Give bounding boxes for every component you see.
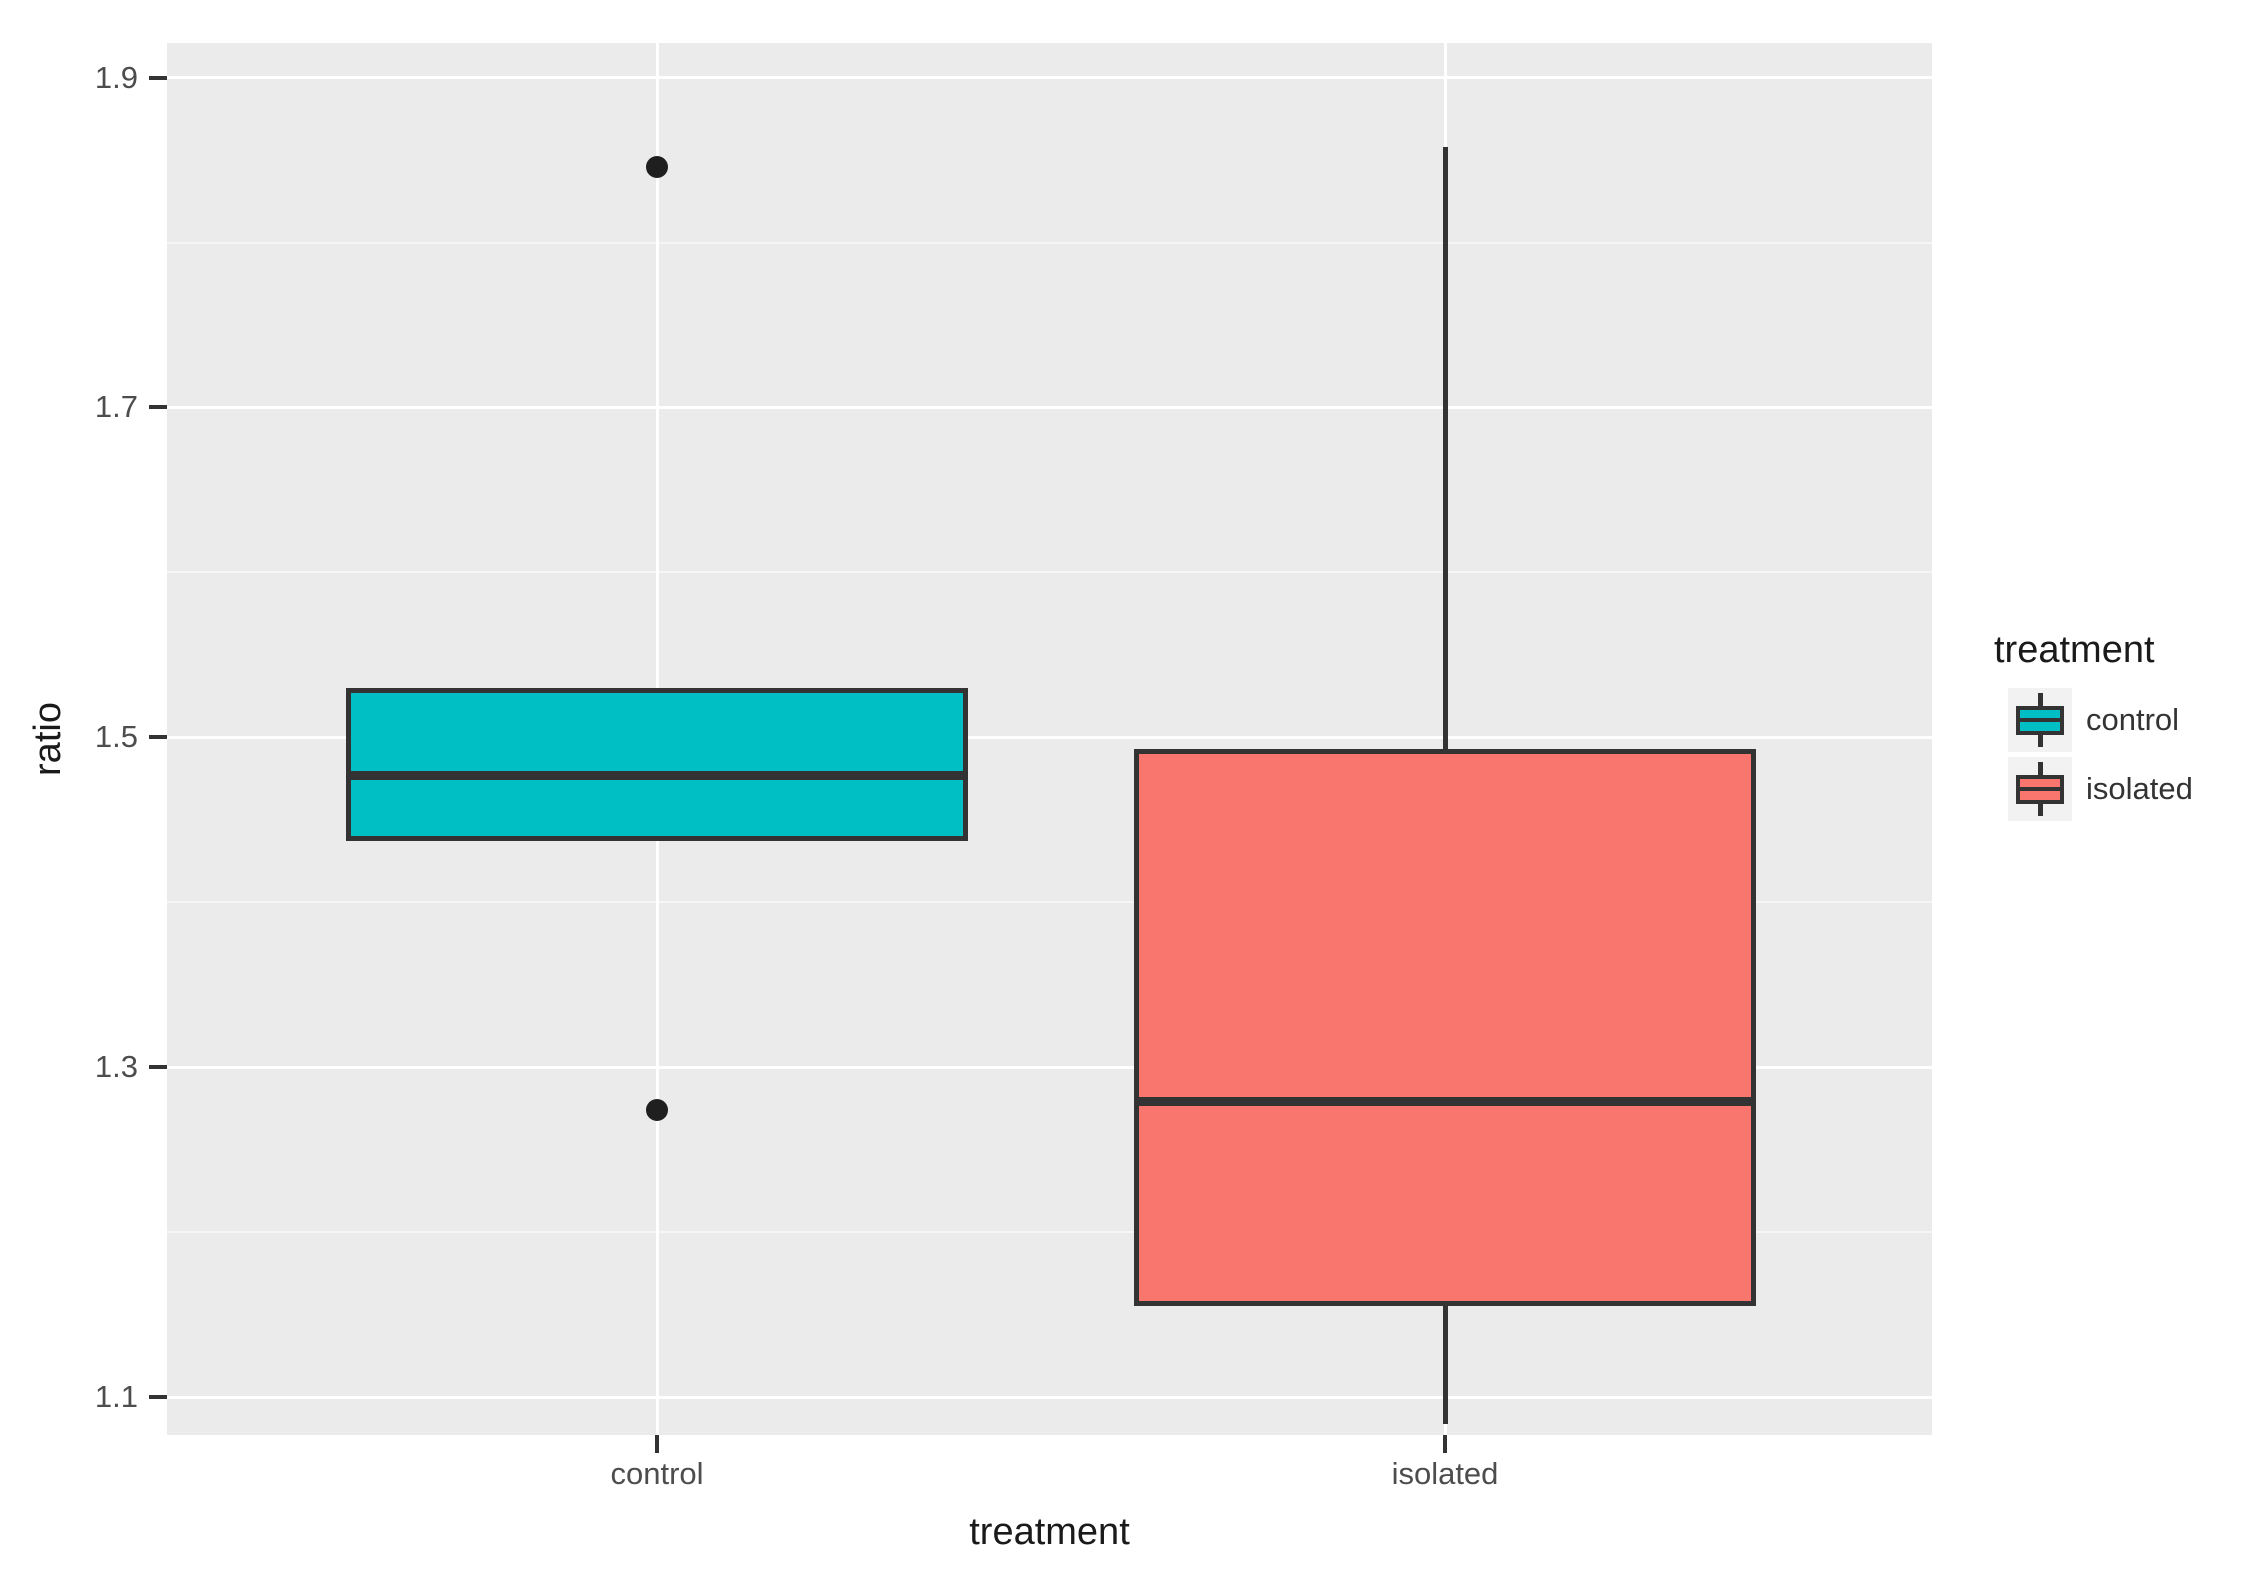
y-axis-tick <box>149 1395 167 1400</box>
box-isolated <box>1134 749 1756 1307</box>
major-gridline <box>167 1395 1932 1399</box>
major-gridline <box>167 735 1932 739</box>
legend-key-median-icon <box>2016 787 2064 791</box>
box-control <box>346 687 968 842</box>
legend-key-median-icon <box>2016 718 2064 722</box>
y-axis-tick <box>149 75 167 80</box>
y-axis-tick <box>149 1065 167 1070</box>
y-tick-label: 1.1 <box>94 1379 138 1415</box>
y-axis-tick <box>149 735 167 740</box>
upper-whisker-isolated <box>1442 147 1448 749</box>
minor-gridline <box>167 241 1932 244</box>
lower-whisker-isolated <box>1442 1306 1448 1424</box>
legend-items: control isolated <box>1990 688 2266 821</box>
x-tick-label: control <box>610 1456 704 1491</box>
minor-gridline <box>167 901 1932 904</box>
legend-key-control <box>2008 688 2072 752</box>
legend-label-control: control <box>2086 702 2180 737</box>
x-axis-title: treatment <box>969 1511 1130 1553</box>
legend-label-isolated: isolated <box>2086 771 2193 806</box>
legend: treatment control isolated <box>1990 628 2266 826</box>
legend-item-control: control <box>1990 688 2266 752</box>
major-gridline <box>167 76 1932 80</box>
y-axis-tick <box>149 405 167 410</box>
minor-gridline <box>167 571 1932 574</box>
outlier-point-control <box>646 1099 668 1122</box>
x-axis-tick <box>1443 1435 1447 1453</box>
legend-key-isolated <box>2008 757 2072 821</box>
major-gridline <box>167 1065 1932 1069</box>
major-gridline <box>167 405 1932 409</box>
minor-gridline <box>167 1231 1932 1234</box>
plot-panel <box>167 43 1932 1435</box>
x-tick-label: isolated <box>1391 1456 1499 1491</box>
x-axis-tick <box>655 1435 659 1453</box>
y-axis-title: ratio <box>27 702 69 776</box>
median-line-control <box>346 770 968 780</box>
y-tick-label: 1.9 <box>94 59 138 95</box>
y-tick-label: 1.3 <box>94 1049 138 1085</box>
y-tick-label: 1.5 <box>94 719 138 755</box>
median-line-isolated <box>1134 1097 1756 1107</box>
legend-title: treatment <box>1994 629 2155 671</box>
legend-item-isolated: isolated <box>1990 757 2266 821</box>
outlier-point-control <box>646 155 668 178</box>
y-tick-label: 1.7 <box>94 389 138 425</box>
